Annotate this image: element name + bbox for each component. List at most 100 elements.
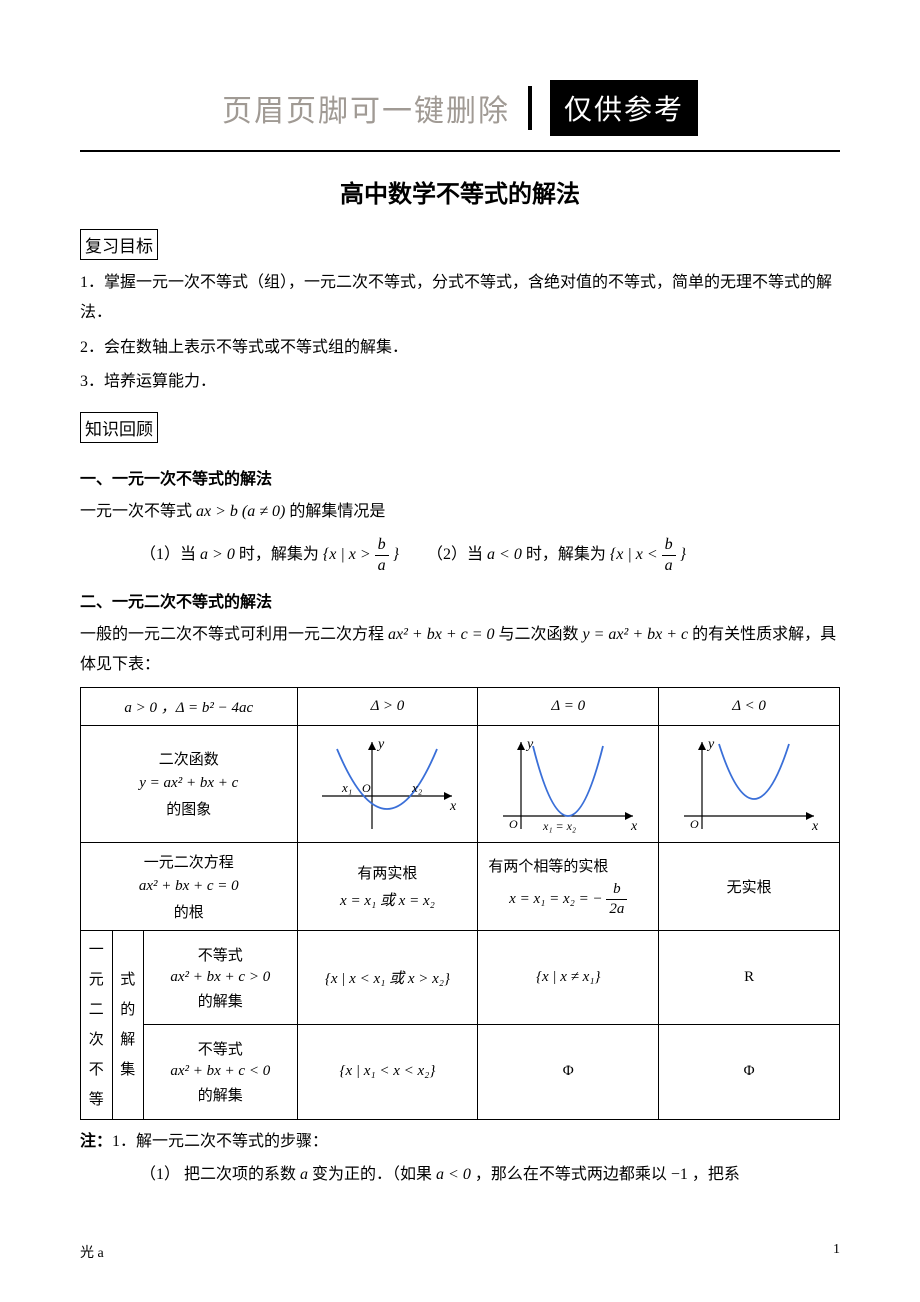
case2-open: {x | x <: [610, 546, 658, 563]
sec1-heading: 一、一元一次不等式的解法: [80, 465, 840, 489]
side-left-b: 式 的 解 集: [112, 930, 144, 1119]
th-cond: a > 0 ，Δ = b² − 4ac: [81, 687, 298, 725]
goal-item: 1．掌握一元一次不等式（组），一元二次不等式，分式不等式，含绝对值的不等式，简单…: [80, 268, 840, 329]
r3-c2: {x | x ≠ x₁}: [478, 930, 659, 1025]
r3-c3: R: [659, 930, 840, 1025]
r2-c2-a: 有两个相等的实根: [482, 855, 654, 876]
note-line2: （1） 把二次项的系数 a 变为正的．（如果 a < 0 ，那么在不等式两边都乘…: [80, 1161, 840, 1190]
note-line2-mid: 变为正的．（如果: [312, 1166, 432, 1183]
r2-c1-b: x = x₁ 或 x = x₂: [302, 889, 474, 910]
frac-b-over-a: b a: [662, 537, 676, 574]
r4-mid-c: 的解集: [148, 1084, 292, 1105]
frac-den: 2a: [606, 900, 627, 917]
r1-left: 二次函数 y = ax² + bx + c 的图象: [81, 725, 298, 842]
side-left-a: 一 元 二 次 不 等: [81, 930, 113, 1119]
header-divider: [528, 86, 532, 130]
r1-left-b: y = ax² + bx + c: [85, 775, 293, 792]
case1-mid: 时，解集为: [239, 546, 319, 563]
x1-label: x₁: [341, 780, 352, 795]
r4-c1: {x | x₁ < x < x₂}: [297, 1025, 478, 1120]
axis-y-label: y: [706, 737, 715, 752]
r2-c1: 有两实根 x = x₁ 或 x = x₂: [297, 842, 478, 930]
frac-num: b: [662, 537, 676, 556]
r1-left-c: 的图象: [85, 798, 293, 819]
axis-x-label: x: [449, 799, 457, 814]
r3-c1: {x | x < x₁ 或 x > x₂}: [297, 930, 478, 1025]
r3-c1-text: {x | x < x₁ 或 x > x₂}: [325, 971, 450, 987]
table-row: 不等式 ax² + bx + c < 0 的解集 {x | x₁ < x < x…: [81, 1025, 840, 1120]
goal-item: 2．会在数轴上表示不等式或不等式组的解集．: [80, 333, 840, 363]
th-d1: Δ > 0: [297, 687, 478, 725]
origin-label: O: [509, 817, 518, 831]
table-row: a > 0 ，Δ = b² − 4ac Δ > 0 Δ = 0 Δ < 0: [81, 687, 840, 725]
sec2-eq1: ax² + bx + c = 0: [388, 626, 495, 643]
parabola-two-roots: y x O x₁ x₂: [312, 734, 462, 834]
note-line2-mid2: ，那么在不等式两边都乘以: [475, 1166, 667, 1183]
graph-delta-negative: y x O: [659, 725, 840, 842]
r1-left-a: 二次函数: [85, 748, 293, 769]
note-prefix: 注：: [80, 1133, 112, 1150]
r3-mid-a: 不等式: [148, 944, 292, 965]
r2-left-a: 一元二次方程: [85, 851, 293, 872]
header-rule: [80, 150, 840, 152]
review-heading: 知识回顾: [80, 412, 158, 443]
note-line1-text: 1．解一元二次不等式的步骤：: [112, 1133, 328, 1150]
sec2-heading: 二、一元二次不等式的解法: [80, 588, 840, 612]
sec2-intro-b: 与二次函数: [499, 626, 579, 643]
note-line2-a: a: [300, 1166, 308, 1183]
parabola-no-root: y x O: [674, 734, 824, 834]
r2-c3: 无实根: [659, 842, 840, 930]
frac-num: b: [606, 882, 627, 900]
note-line2-neg1: −1: [671, 1166, 688, 1183]
th-d3: Δ < 0: [659, 687, 840, 725]
sec1-intro-post: 的解集情况是: [289, 503, 385, 520]
sec1-cases: （1）当 a > 0 时，解集为 {x | x > b a } （2）当 a <…: [80, 537, 840, 574]
r3-c2-text: {x | x ≠ x₁}: [536, 969, 601, 985]
axis-x-label: x: [811, 819, 819, 834]
sec1-intro-pre: 一元一次不等式: [80, 503, 192, 520]
r4-mid: 不等式 ax² + bx + c < 0 的解集: [144, 1025, 297, 1120]
r2-c2-b-pre: x = x₁ = x₂ = −: [509, 891, 602, 907]
frac-b-over-2a: b 2a: [606, 882, 627, 917]
sec2-eq2: y = ax² + bx + c: [583, 626, 689, 643]
origin-label: O: [362, 781, 371, 795]
r2-c1-a: 有两实根: [302, 862, 474, 883]
axis-y-label: y: [525, 737, 534, 752]
note-line2-cond: a < 0: [436, 1166, 471, 1183]
case2-close: }: [680, 546, 686, 563]
frac-den: a: [662, 556, 676, 574]
frac-den: a: [375, 556, 389, 574]
note-line1: 注：1．解一元二次不等式的步骤：: [80, 1128, 840, 1157]
footer-left: 光 a: [80, 1242, 104, 1262]
header-left-text: 页眉页脚可一键删除: [222, 86, 510, 130]
sec1-intro-math: ax > b (a ≠ 0): [196, 503, 285, 520]
case2-cond: a < 0: [487, 546, 522, 563]
x2-label: x₂: [411, 780, 423, 795]
r2-left: 一元二次方程 ax² + bx + c = 0 的根: [81, 842, 298, 930]
note-line2-pre: （1） 把二次项的系数: [140, 1166, 296, 1183]
page-title: 高中数学不等式的解法: [80, 174, 840, 209]
case2: （2）当 a < 0 时，解集为 {x | x < b a }: [427, 537, 686, 574]
table-row: 二次函数 y = ax² + bx + c 的图象 y x O x₁ x₂: [81, 725, 840, 842]
frac-b-over-a: b a: [375, 537, 389, 574]
case1-open: {x | x >: [323, 546, 371, 563]
goal-item: 3．培养运算能力．: [80, 367, 840, 397]
graph-delta-zero: y x O x₁ = x₂: [478, 725, 659, 842]
case2-pre: （2）当: [427, 546, 483, 563]
r4-c1-text: {x | x₁ < x < x₂}: [339, 1063, 435, 1079]
r4-c3: Φ: [659, 1025, 840, 1120]
case1-pre: （1）当: [140, 546, 196, 563]
r2-c2-b: x = x₁ = x₂ = − b 2a: [482, 882, 654, 917]
page-footer: 光 a 1: [80, 1242, 840, 1262]
r2-left-b: ax² + bx + c = 0: [85, 878, 293, 895]
case2-mid: 时，解集为: [526, 546, 606, 563]
graph-delta-positive: y x O x₁ x₂: [297, 725, 478, 842]
r3-mid: 不等式 ax² + bx + c > 0 的解集: [144, 930, 297, 1025]
sec2-intro: 一般的一元二次不等式可利用一元二次方程 ax² + bx + c = 0 与二次…: [80, 620, 840, 681]
parabola-one-root: y x O x₁ = x₂: [493, 734, 643, 834]
quadratic-table: a > 0 ，Δ = b² − 4ac Δ > 0 Δ = 0 Δ < 0 二次…: [80, 687, 840, 1120]
th-d2: Δ = 0: [478, 687, 659, 725]
r4-mid-a: 不等式: [148, 1038, 292, 1059]
table-row: 一 元 二 次 不 等 式 的 解 集 不等式 ax² + bx + c > 0…: [81, 930, 840, 1025]
r3-mid-b: ax² + bx + c > 0: [148, 969, 292, 986]
